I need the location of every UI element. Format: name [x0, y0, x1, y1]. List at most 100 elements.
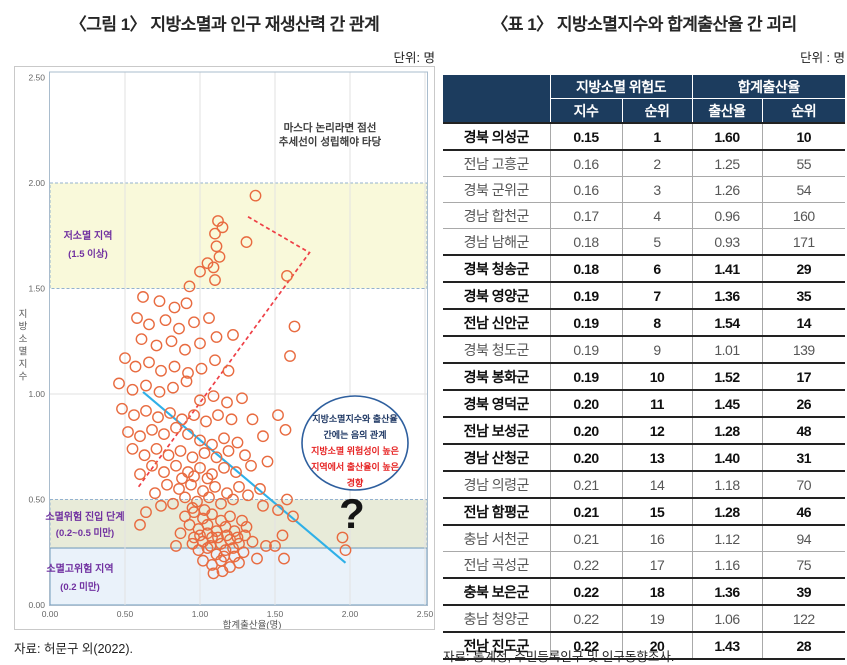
scatter-point — [194, 434, 206, 447]
index-rank-cell: 18 — [621, 577, 692, 606]
scatter-point — [201, 542, 214, 554]
scatter-point — [278, 552, 290, 565]
scatter-point — [222, 445, 235, 457]
scatter-point — [240, 236, 253, 248]
index-cell: 0.22 — [549, 604, 622, 632]
y-axis-title: 소 — [19, 334, 28, 345]
scatter-point — [218, 432, 230, 445]
scatter-point — [209, 480, 221, 493]
scatter-point — [261, 455, 274, 468]
scatter-point — [207, 390, 220, 403]
region-cell: 전남 보성군 — [443, 416, 550, 445]
table-row: 경남 남해군 0.18 5 0.93 171 — [443, 228, 845, 255]
region-cell: 경북 청도군 — [443, 335, 550, 363]
scatter-point — [201, 472, 214, 485]
scatter-point — [221, 396, 233, 409]
table-header: 지방소멸 위험도 합계출산율 지수 순위 출산율 순위 — [443, 75, 845, 124]
scatter-point — [279, 423, 292, 436]
index-cell: 0.17 — [549, 202, 622, 229]
fertility-cell: 1.60 — [691, 122, 762, 151]
fertility-rank-cell: 160 — [761, 202, 845, 229]
scatter-point — [239, 449, 251, 462]
region-cell: 경남 산청군 — [443, 443, 550, 472]
scatter-point — [227, 329, 239, 341]
subheader-fertility-rank: 순위 — [761, 98, 845, 124]
scatter-point — [153, 295, 166, 308]
fertility-rank-cell: 26 — [761, 389, 845, 418]
gap-table: 지방소멸 위험도 합계출산율 지수 순위 출산율 순위 경북 의성군 0.15 1 1… — [443, 75, 845, 660]
scatter-point — [183, 280, 196, 293]
scatter-point — [174, 445, 187, 457]
y-axis-title: 수 — [19, 372, 28, 383]
fertility-cell: 1.25 — [691, 149, 762, 177]
scatter-point — [207, 567, 220, 580]
scatter-point — [158, 466, 170, 478]
fertility-cell: 1.28 — [691, 416, 762, 445]
conclusion-ellipse — [301, 395, 409, 491]
scatter-point — [176, 413, 188, 426]
x-tick-label: 1.00 — [192, 609, 209, 619]
scatter-point — [203, 491, 215, 504]
scatter-point — [272, 409, 284, 421]
scatter-point — [287, 510, 299, 523]
index-cell: 0.22 — [549, 551, 622, 578]
scatter-point — [179, 343, 191, 356]
index-rank-cell: 12 — [621, 416, 692, 445]
scatter-point — [159, 314, 172, 327]
ellipse-navy-text: 지방소멸지수와 출산율 — [312, 413, 397, 424]
scatter-point — [245, 459, 257, 472]
scatter-point — [227, 542, 239, 554]
scatter-point — [257, 430, 269, 443]
scatter-point — [209, 354, 221, 367]
scatter-point — [201, 527, 214, 540]
scatter-point — [212, 531, 224, 544]
scatter-point — [188, 470, 200, 483]
scatter-point — [180, 297, 193, 310]
fertility-rank-cell: 171 — [761, 228, 845, 255]
scatter-point — [182, 466, 194, 478]
scatter-point — [231, 531, 244, 544]
scatter-point — [222, 364, 235, 377]
scatter-point — [168, 360, 181, 373]
y-tick-label: 2.50 — [28, 73, 45, 83]
y-axis-title: 멸 — [19, 347, 28, 358]
x-tick-label: 2.50 — [417, 609, 434, 619]
scatter-point — [153, 385, 166, 398]
index-cell: 0.20 — [549, 416, 622, 445]
band-label: (0.2 미만) — [60, 581, 100, 593]
scatter-point — [201, 518, 214, 531]
fertility-cell: 1.18 — [691, 470, 762, 498]
index-cell: 0.21 — [549, 497, 622, 526]
scatter-point — [221, 487, 233, 500]
index-cell: 0.21 — [549, 470, 622, 498]
table-row: 경북 영양군 0.19 7 1.36 35 — [443, 281, 845, 310]
y-tick-label: 2.00 — [28, 178, 45, 188]
scatter-point — [167, 497, 179, 510]
scatter-point — [246, 413, 259, 426]
scatter-point — [218, 461, 230, 474]
table-row: 전남 함평군 0.21 15 1.28 46 — [443, 497, 845, 526]
scatter-point — [254, 483, 266, 495]
fertility-rank-cell: 139 — [761, 335, 845, 363]
scatter-point — [170, 540, 182, 552]
y-axis-title: 방 — [19, 322, 28, 333]
figure-unit-label: 단위: 명 — [393, 51, 435, 65]
region-cell: 경북 영양군 — [443, 281, 550, 310]
scatter-point — [116, 402, 128, 415]
x-tick-label: 0.50 — [117, 609, 134, 619]
table-unit-label: 단위 : 명 — [800, 51, 845, 65]
region-cell: 전남 함평군 — [443, 497, 550, 526]
subheader-fertility: 출산율 — [691, 98, 762, 124]
scatter-point — [176, 472, 188, 485]
region-cell: 경북 봉화군 — [443, 362, 550, 391]
scatter-point — [173, 483, 185, 495]
figure-panel: 저소멸 지역 (1.5 이상) 소멸위험 진입 단계 (0.2~0.5 미만) 소멸고위… — [14, 66, 435, 631]
scatter-point — [188, 409, 200, 421]
y-axis-title: 지 — [19, 309, 28, 320]
table-source: 자료: 통계청, 주민등록인구 및 인구동향조사. — [443, 650, 675, 664]
scatter-point — [170, 459, 182, 472]
table-row: 전남 곡성군 0.22 17 1.16 75 — [443, 551, 845, 578]
scatter-point — [134, 430, 146, 443]
ellipse-red-text: 지역에서 출산율이 높은 — [311, 461, 399, 472]
y-tick-label: 1.00 — [28, 389, 45, 399]
